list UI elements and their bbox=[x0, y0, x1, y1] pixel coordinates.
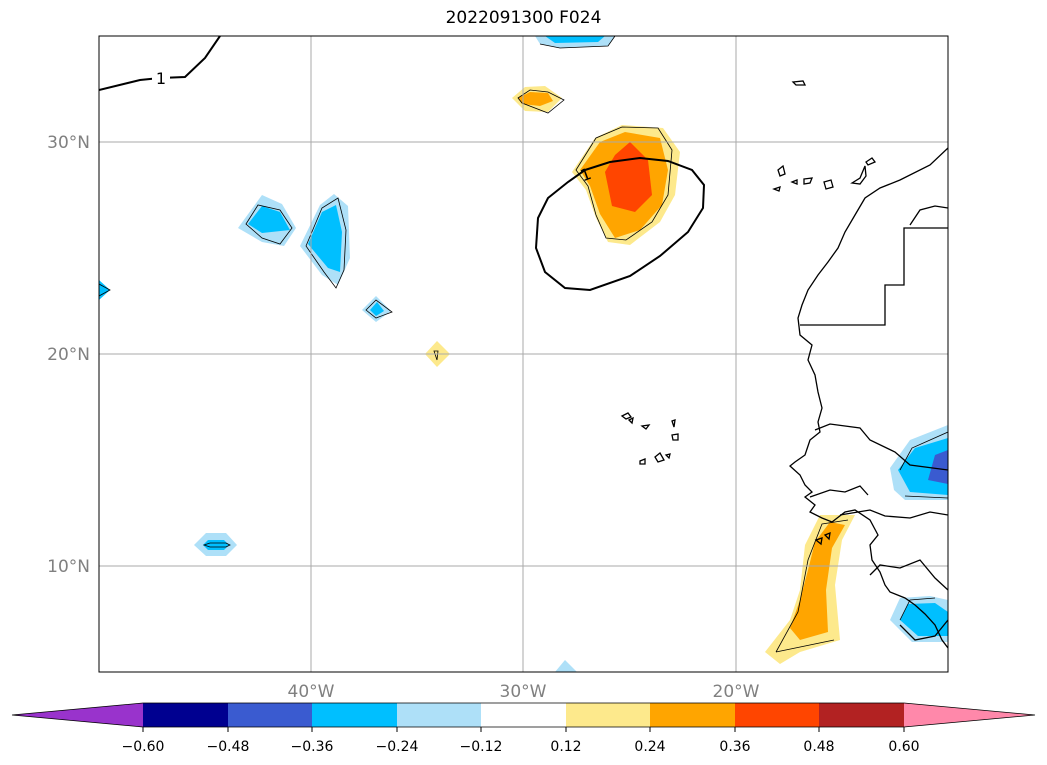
colorbar-segment-9 bbox=[819, 703, 904, 727]
colorbar: −0.60 −0.48 −0.36 −0.24 −0.12 0.12 0.24 … bbox=[11, 702, 1036, 755]
colorbar-tick-9: 0.60 bbox=[888, 739, 919, 755]
island-canary-7 bbox=[865, 157, 877, 166]
map-area: 1 1 bbox=[99, 36, 948, 672]
island-cv-4 bbox=[671, 419, 676, 428]
colorbar-segment-4 bbox=[397, 703, 481, 727]
island-canary-5 bbox=[823, 179, 834, 190]
border-2 bbox=[839, 509, 948, 519]
patch-right-darkblue bbox=[928, 450, 948, 484]
patch-main-red bbox=[605, 142, 652, 212]
colorbar-tick-2: −0.36 bbox=[291, 739, 334, 755]
border-wsahara bbox=[800, 227, 948, 326]
colorbar-segment-10 bbox=[904, 703, 1035, 727]
patch-blue-11n bbox=[203, 540, 229, 550]
colorbar-segment-0 bbox=[12, 703, 143, 727]
island-cv-3 bbox=[640, 424, 651, 430]
colorbar-segment-7 bbox=[650, 703, 735, 727]
border-gambia bbox=[809, 485, 869, 498]
contour-ellipse bbox=[534, 156, 706, 292]
thin-contours bbox=[99, 36, 948, 653]
island-canary-4 bbox=[803, 177, 814, 185]
patch-top-blue bbox=[545, 36, 605, 43]
colorbar-tick-7: 0.36 bbox=[719, 739, 750, 755]
lon-label-20w: 20°W bbox=[713, 682, 760, 702]
island-canary-6 bbox=[850, 165, 867, 185]
island-bijagos-2 bbox=[823, 531, 831, 541]
map-frame bbox=[98, 35, 949, 673]
chart-title: 2022091300 F024 bbox=[445, 8, 602, 28]
coastlines bbox=[620, 80, 948, 649]
colorbar-tick-5: 0.12 bbox=[550, 739, 581, 755]
island-canary-3 bbox=[790, 179, 798, 185]
colorbar-tick-6: 0.24 bbox=[634, 739, 665, 755]
colorbar-tick-8: 0.48 bbox=[803, 739, 834, 755]
border-1 bbox=[814, 423, 948, 471]
patch-bottom-edge bbox=[555, 660, 577, 672]
contour-topleft bbox=[99, 36, 221, 91]
colorbar-segment-3 bbox=[312, 703, 397, 727]
lat-label-20n: 20°N bbox=[47, 345, 90, 365]
colorbar-segment-5 bbox=[481, 703, 566, 727]
colorbar-tick-4: −0.12 bbox=[460, 739, 503, 755]
island-cv-2 bbox=[627, 416, 634, 425]
patch-coast-orange bbox=[790, 522, 845, 640]
colorbar-segment-1 bbox=[143, 703, 228, 727]
island-cv-8 bbox=[664, 453, 671, 460]
island-madeira bbox=[791, 80, 807, 86]
coast-north bbox=[909, 205, 948, 226]
island-canary-1 bbox=[777, 164, 786, 177]
island-cv-1 bbox=[620, 412, 633, 420]
island-cv-5 bbox=[671, 433, 679, 441]
patch-orange-small bbox=[518, 92, 553, 106]
island-cv-6 bbox=[639, 458, 646, 465]
contour-label-1: 1 bbox=[156, 69, 166, 88]
colorbar-segment-2 bbox=[228, 703, 312, 727]
lon-label-30w: 30°W bbox=[500, 682, 547, 702]
coast-africa bbox=[788, 147, 948, 649]
lat-label-10n: 10°N bbox=[47, 557, 90, 577]
colorbar-segment-8 bbox=[735, 703, 819, 727]
patch-left-edge bbox=[99, 280, 110, 300]
lat-label-30n: 30°N bbox=[47, 133, 90, 153]
colorbar-tick-1: −0.48 bbox=[207, 739, 250, 755]
island-canary-2 bbox=[772, 186, 781, 192]
island-cv-7 bbox=[654, 452, 665, 463]
island-bijagos-1 bbox=[814, 537, 823, 546]
thick-contours bbox=[99, 36, 706, 292]
patch-blue-left bbox=[248, 206, 290, 233]
gridlines bbox=[99, 36, 948, 672]
colorbar-tick-3: −0.24 bbox=[376, 739, 419, 755]
patch-blue-small bbox=[370, 302, 384, 316]
lon-label-40w: 40°W bbox=[288, 682, 335, 702]
patch-blue-mid bbox=[308, 205, 342, 272]
colorbar-segment-6 bbox=[566, 703, 650, 727]
border-3 bbox=[869, 559, 948, 591]
border-4 bbox=[899, 619, 948, 641]
colorbar-tick-0: −0.60 bbox=[122, 739, 165, 755]
